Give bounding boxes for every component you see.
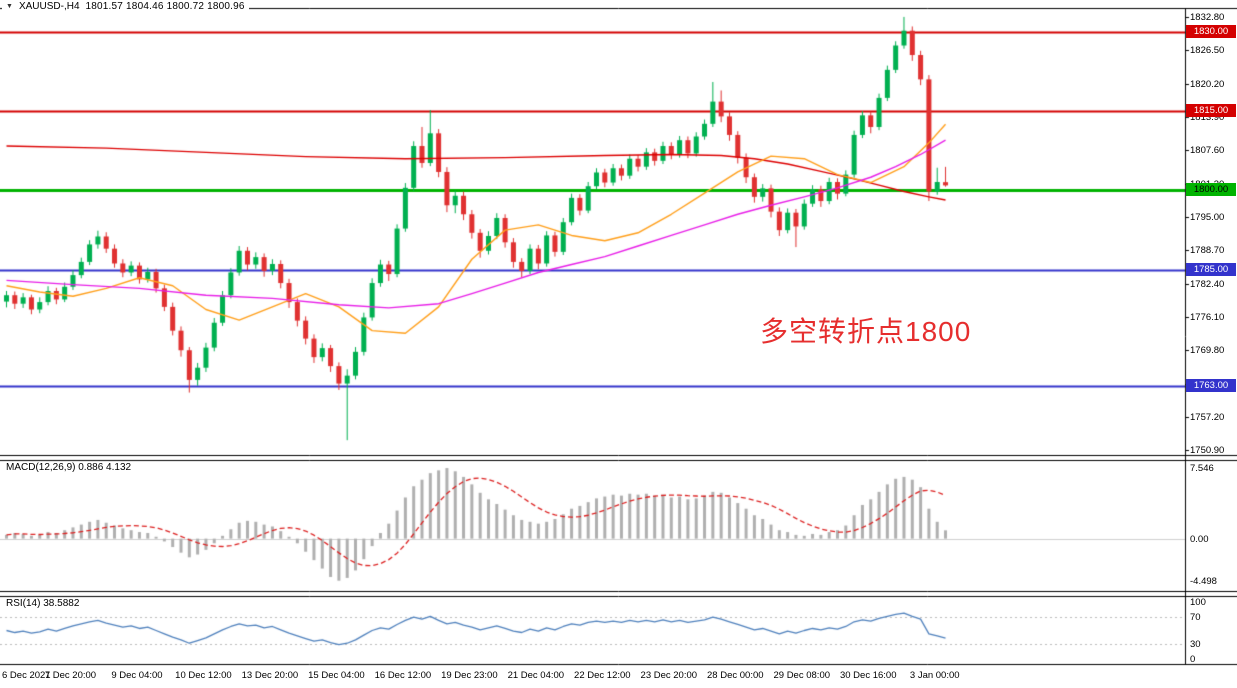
price-scale-label: 1757.20 [1190,411,1225,423]
time-axis-label: 9 Dec 04:00 [111,670,163,681]
collapse-chart-icon[interactable]: ▼ [6,3,13,10]
macd-scale-label: -4.498 [1190,575,1217,587]
time-axis-label: 3 Jan 00:00 [909,670,960,681]
time-axis-label: 22 Dec 12:00 [574,670,631,681]
rsi-indicator-label: RSI(14) 38.5882 [4,598,82,610]
price-level-badge: 1785.00 [1186,262,1236,276]
time-axis-label: 21 Dec 04:00 [507,670,565,681]
macd-values: 0.886 4.132 [78,462,132,473]
price-scale-label: 1826.50 [1190,45,1225,57]
price-level-badge: 1830.00 [1186,24,1236,38]
price-scale-label: 1788.70 [1190,245,1225,257]
price-scale-label: 1782.40 [1190,278,1225,290]
price-scale-label: 1832.80 [1190,11,1225,23]
price-scale-label: 1807.60 [1190,145,1225,157]
time-axis-label: 29 Dec 08:00 [773,670,831,681]
price-scale-label: 1813.90 [1190,111,1225,123]
time-axis-label: 19 Dec 23:00 [441,670,498,681]
macd-indicator-label: MACD(12,26,9) 0.886 4.132 [4,462,134,474]
ohlc-values: 1801.57 1804.46 1800.72 1800.96 [85,1,245,12]
rsi-name: RSI(14) [6,598,41,609]
time-axis-label: 10 Dec 12:00 [175,670,232,681]
price-scale-label: 1820.20 [1190,78,1225,90]
time-axis-label: 23 Dec 20:00 [640,670,698,681]
price-scale-label: 1776.10 [1190,311,1225,323]
rsi-values: 38.5882 [43,598,80,609]
price-level-badge: 1815.00 [1186,104,1236,118]
time-axis-label: 6 Dec 2021 [2,670,51,681]
macd-scale-label: 0.00 [1190,533,1209,545]
rsi-scale-label: 0 [1190,654,1196,665]
price-scale-label: 1750.90 [1190,445,1225,457]
price-scale-label: 1795.00 [1190,211,1225,223]
price-scale-label: 1769.80 [1190,345,1225,357]
time-axis-label: 7 Dec 20:00 [44,670,97,681]
price-level-badge: 1800.00 [1186,183,1236,197]
rsi-scale-label: 70 [1190,612,1201,624]
macd-name: MACD(12,26,9) [6,462,76,473]
chart-title-bar: ▼ XAUUSD-,H4 1801.57 1804.46 1800.72 180… [2,1,249,13]
rsi-scale-label: 30 [1190,638,1201,650]
price-level-badge: 1763.00 [1186,379,1236,393]
symbol-period-label: XAUUSD-,H4 [18,1,80,12]
time-axis-label: 28 Dec 00:00 [707,670,764,681]
time-axis-label: 16 Dec 12:00 [374,670,432,681]
rsi-scale-label: 100 [1190,597,1206,608]
time-axis-label: 30 Dec 16:00 [839,670,897,681]
time-axis-label: 13 Dec 20:00 [241,670,299,681]
time-axis-label: 15 Dec 04:00 [308,670,365,681]
macd-scale-label: 7.546 [1190,463,1214,475]
chart-annotation: 多空转折点1800 [760,316,972,347]
